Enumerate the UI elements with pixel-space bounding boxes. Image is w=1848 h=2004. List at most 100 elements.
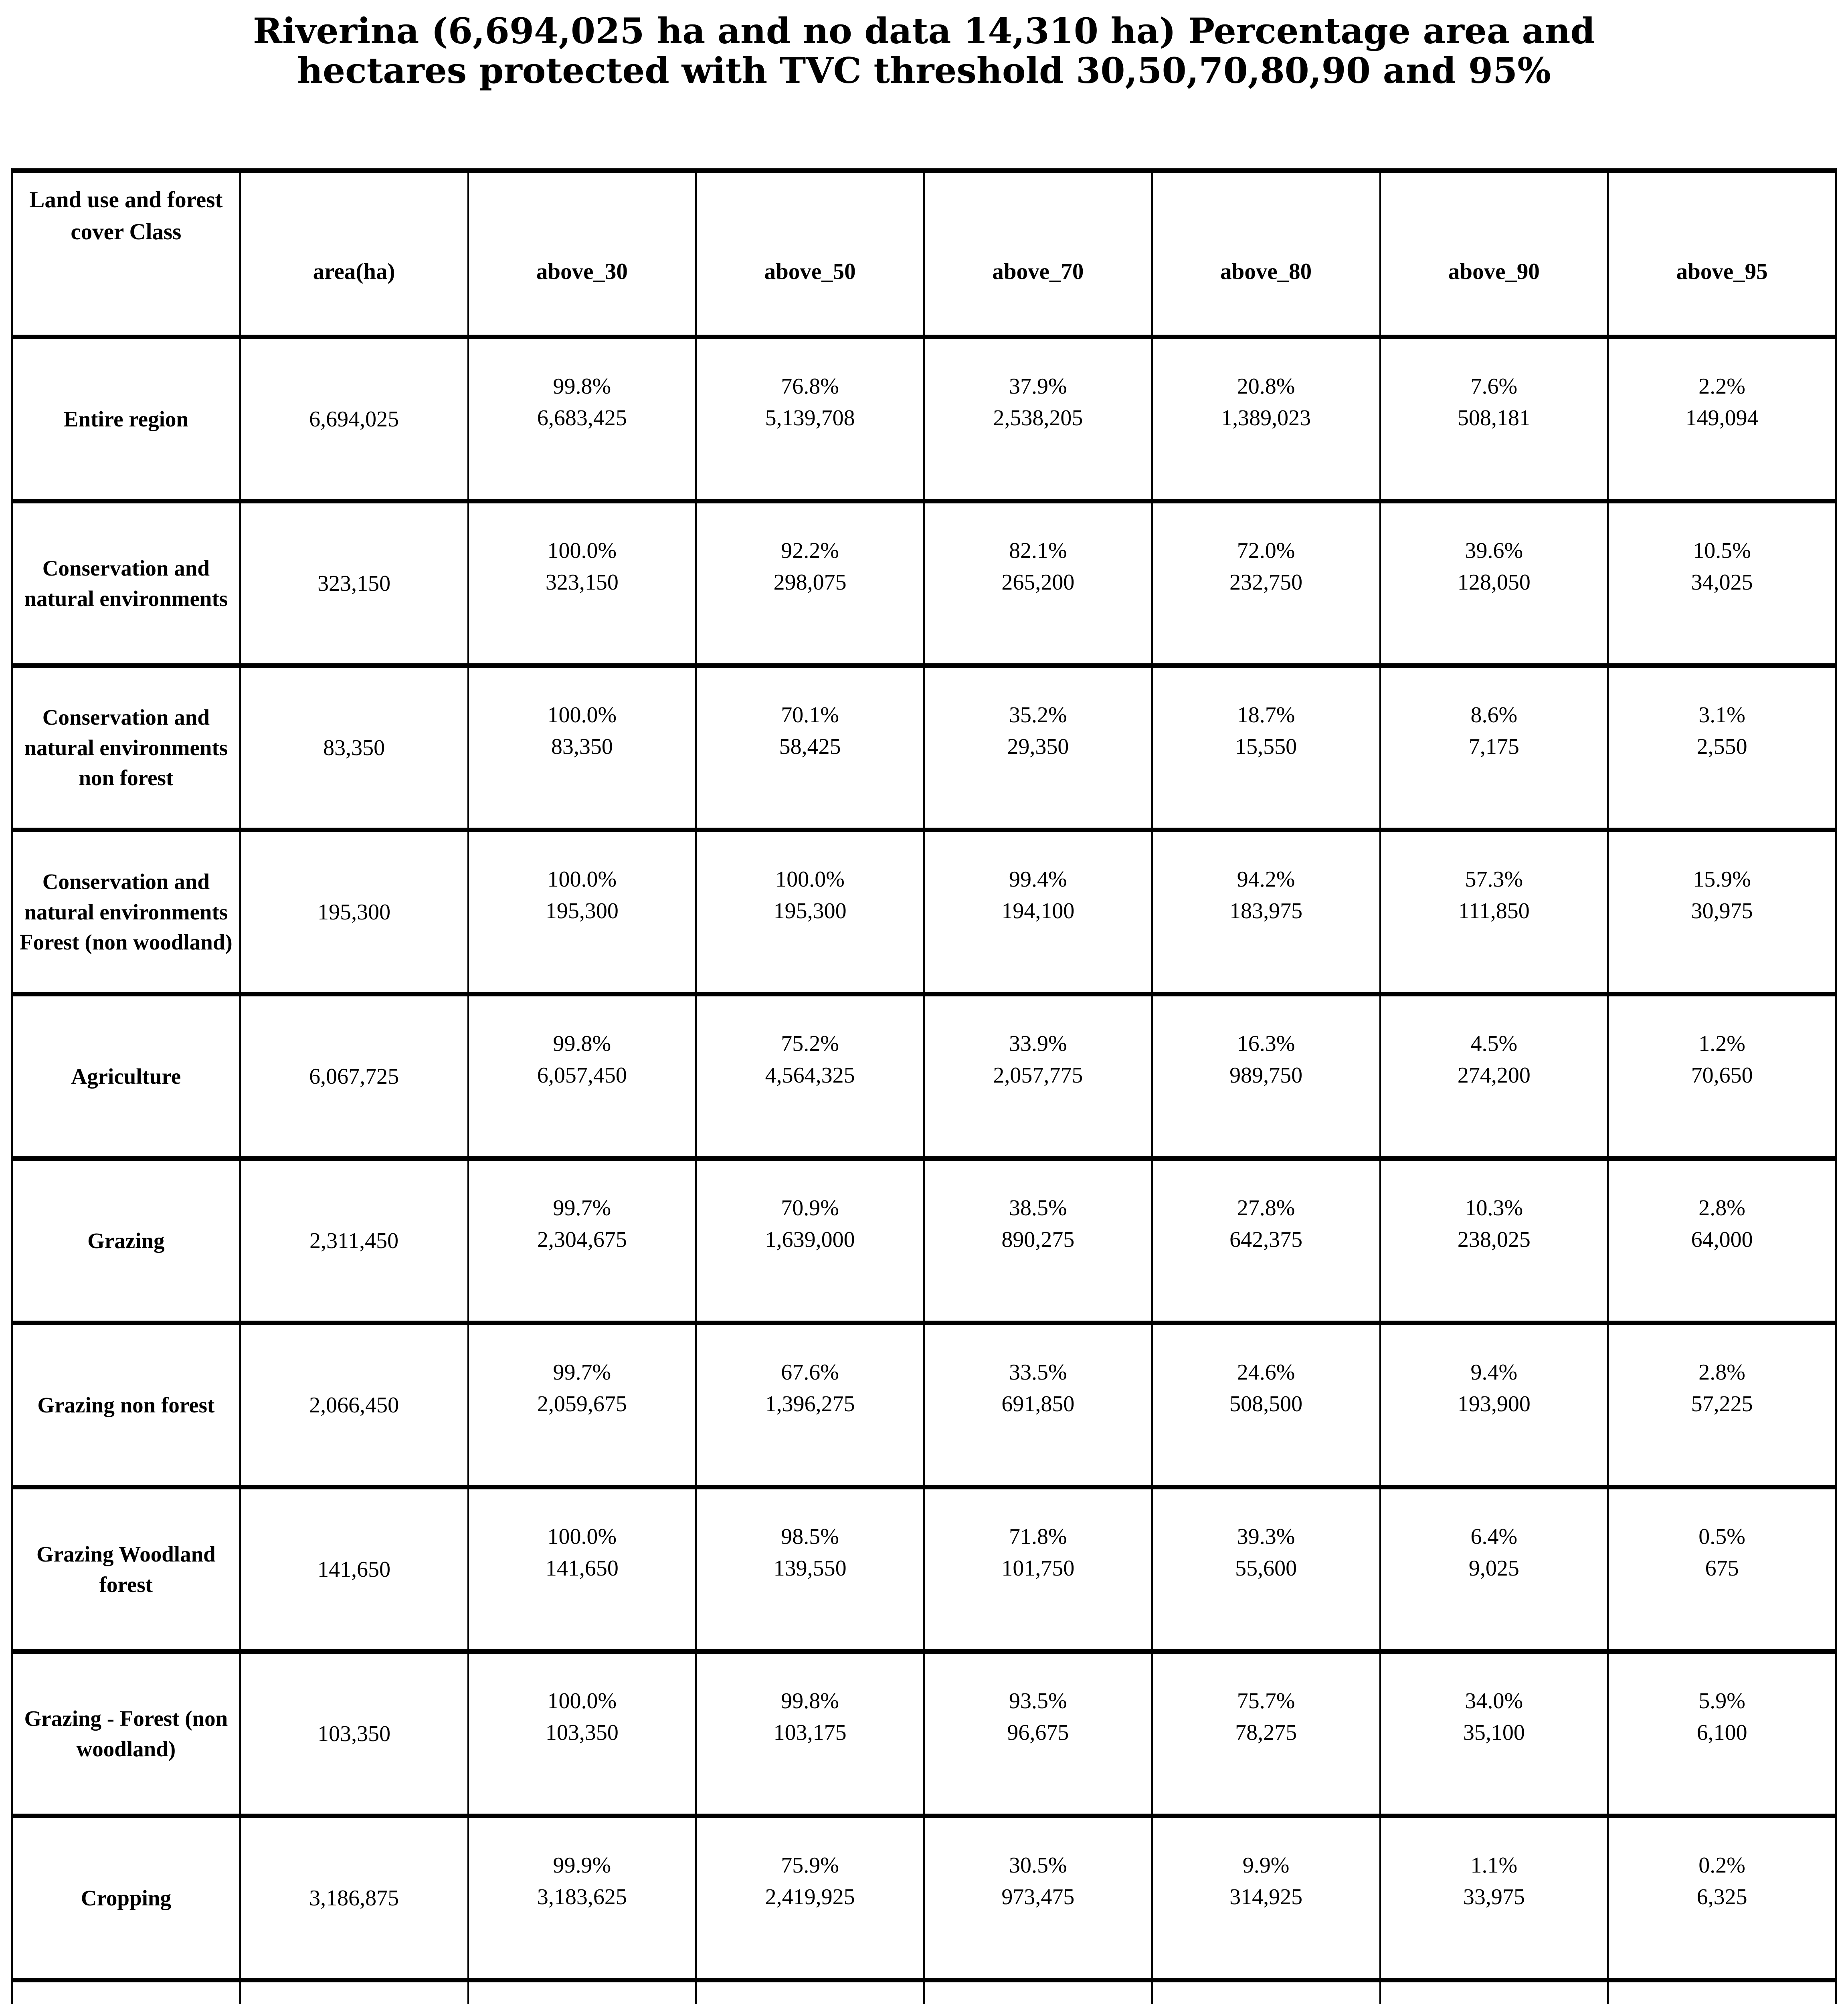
percent-hectare-pair: 99.4% 194,100: [925, 864, 1151, 927]
hectares-value: 232,750: [1229, 570, 1303, 595]
hectares-value: 58,425: [779, 734, 841, 759]
col-header-above-70: above_70: [923, 168, 1153, 339]
row-label: Grazing - Forest (non woodland): [11, 1649, 241, 1818]
row-label: Grazing: [11, 1156, 241, 1325]
threshold-cell: 70.9% 1,639,000: [695, 1156, 925, 1325]
threshold-cell: 75.2% 4,564,325: [695, 992, 925, 1161]
percent-hectare-pair: 75.7% 78,275: [1153, 1685, 1379, 1748]
percent-hectare-pair: 35.2% 29,350: [925, 699, 1151, 762]
percent-value: 99.7%: [553, 1360, 611, 1385]
percent-value: 99.4%: [1009, 867, 1067, 892]
row-label: Entire region: [11, 335, 241, 503]
percent-value: 75.7%: [1237, 1689, 1295, 1714]
threshold-cell: 70.1% 58,425: [695, 663, 925, 832]
row-label: Agriculture: [11, 992, 241, 1161]
hectares-value: 101,750: [1001, 1556, 1075, 1581]
hectares-value: 64,000: [1691, 1227, 1753, 1252]
percent-value: 99.8%: [553, 1031, 611, 1057]
percent-hectare-pair: 2.8% 64,000: [1609, 1192, 1835, 1255]
threshold-cell: 9.9% 314,925: [1151, 1814, 1381, 1982]
table-row: Conservation and natural environments 323…: [11, 499, 1837, 668]
hectares-value: 29,350: [1007, 734, 1069, 759]
threshold-cell: 9.4% 193,900: [1379, 1321, 1609, 1489]
percent-hectare-pair: 39.6% 128,050: [1381, 535, 1607, 598]
threshold-cell: 7.6% 508,181: [1379, 335, 1609, 503]
threshold-cell: 100.0% 141,650: [467, 1485, 697, 1654]
hectares-value: 141,650: [545, 1556, 619, 1581]
percent-hectare-pair: 1.2% 70,650: [1609, 1028, 1835, 1091]
threshold-cell: 5.7%32,375: [1151, 1978, 1381, 2004]
percent-value: 75.9%: [781, 1853, 839, 1878]
percent-hectare-pair: 2.8% 57,225: [1609, 1357, 1835, 1420]
table-row: Irrigation567,575100.0%567,32588.9%504,4…: [11, 1978, 1837, 2004]
row-label: Cropping: [11, 1814, 241, 1982]
table-header: Land use and forest cover Class area(ha)…: [11, 168, 1837, 339]
threshold-cell: 93.5% 96,675: [923, 1649, 1153, 1818]
percent-hectare-pair: 67.6% 1,396,275: [697, 1357, 923, 1420]
threshold-cell: 76.8% 5,139,708: [695, 335, 925, 503]
percent-value: 3.1%: [1698, 703, 1745, 728]
hectares-value: 193,900: [1457, 1391, 1531, 1416]
hectares-value: 33,975: [1463, 1884, 1525, 1909]
row-label: Irrigation: [11, 1978, 241, 2004]
percent-hectare-pair: 2.2% 149,094: [1609, 371, 1835, 434]
threshold-cell: 1.2% 70,650: [1607, 992, 1837, 1161]
percent-hectare-pair: 99.8% 6,057,450: [469, 1028, 696, 1091]
percent-hectare-pair: 38.5% 890,275: [925, 1192, 1151, 1255]
hectares-value: 3,183,625: [537, 1884, 627, 1909]
hectares-value: 890,275: [1001, 1227, 1075, 1252]
percent-value: 93.5%: [1009, 1689, 1067, 1714]
percent-hectare-pair: 98.5% 139,550: [697, 1521, 923, 1584]
threshold-cell: 99.8% 6,057,450: [467, 992, 697, 1161]
percent-value: 35.2%: [1009, 703, 1067, 728]
percent-hectare-pair: 99.9% 3,183,625: [469, 1850, 696, 1913]
hectares-value: 2,419,925: [765, 1884, 855, 1909]
threshold-cell: 94.2% 183,975: [1151, 828, 1381, 996]
threshold-cell: 16.3% 989,750: [1151, 992, 1381, 1161]
threshold-cell: 99.7% 2,059,675: [467, 1321, 697, 1489]
threshold-cell: 18.7% 15,550: [1151, 663, 1381, 832]
hectares-value: 5,139,708: [765, 405, 855, 430]
threshold-cell: 100.0%567,325: [467, 1978, 697, 2004]
percent-value: 9.4%: [1470, 1360, 1518, 1385]
hectares-value: 508,181: [1457, 405, 1531, 430]
percent-hectare-pair: 3.1% 2,550: [1609, 699, 1835, 762]
percent-hectare-pair: 76.8% 5,139,708: [697, 371, 923, 434]
threshold-cell: 15.9% 30,975: [1607, 828, 1837, 996]
percent-value: 20.8%: [1237, 374, 1295, 399]
percent-value: 2.2%: [1698, 374, 1745, 399]
table-row: Grazing 2,311,450 99.7% 2,304,675 70.9% 1,639…: [11, 1156, 1837, 1325]
percent-hectare-pair: 70.9% 1,639,000: [697, 1192, 923, 1255]
land-use-table: Land use and forest cover Class area(ha)…: [11, 168, 1837, 2004]
table-body: Entire region 6,694,025 99.8% 6,683,425 76.8…: [11, 335, 1837, 2004]
percent-hectare-pair: 30.5% 973,475: [925, 1850, 1151, 1913]
percent-value: 99.8%: [781, 1689, 839, 1714]
hectares-value: 691,850: [1001, 1391, 1075, 1416]
hectares-value: 111,850: [1458, 898, 1530, 923]
percent-hectare-pair: 72.0% 232,750: [1153, 535, 1379, 598]
threshold-cell: 100.0% 323,150: [467, 499, 697, 668]
area-value: 103,350: [239, 1649, 469, 1818]
hectares-value: 34,025: [1691, 570, 1753, 595]
threshold-cell: 57.3% 111,850: [1379, 828, 1609, 996]
percent-hectare-pair: 5.9% 6,100: [1609, 1685, 1835, 1748]
percent-value: 10.3%: [1465, 1196, 1523, 1221]
threshold-cell: 71.8% 101,750: [923, 1485, 1153, 1654]
percent-value: 70.9%: [781, 1196, 839, 1221]
percent-value: 18.7%: [1237, 703, 1295, 728]
percent-value: 39.3%: [1237, 1524, 1295, 1549]
page-title: Riverina (6,694,025 ha and no data 14,31…: [0, 11, 1848, 90]
threshold-cell: 0.4%2,200: [1379, 1978, 1609, 2004]
hectares-value: 195,300: [545, 898, 619, 923]
percent-hectare-pair: 0.2% 6,325: [1609, 1850, 1835, 1913]
hectares-value: 57,225: [1691, 1391, 1753, 1416]
percent-hectare-pair: 57.3% 111,850: [1381, 864, 1607, 927]
area-value: 195,300: [239, 828, 469, 996]
col-header-above-95: above_95: [1607, 168, 1837, 339]
threshold-cell: 75.7% 78,275: [1151, 1649, 1381, 1818]
threshold-cell: 99.4% 194,100: [923, 828, 1153, 996]
hectares-value: 1,396,275: [765, 1391, 855, 1416]
header-row: Land use and forest cover Class area(ha)…: [11, 168, 1837, 339]
threshold-cell: 100.0% 103,350: [467, 1649, 697, 1818]
